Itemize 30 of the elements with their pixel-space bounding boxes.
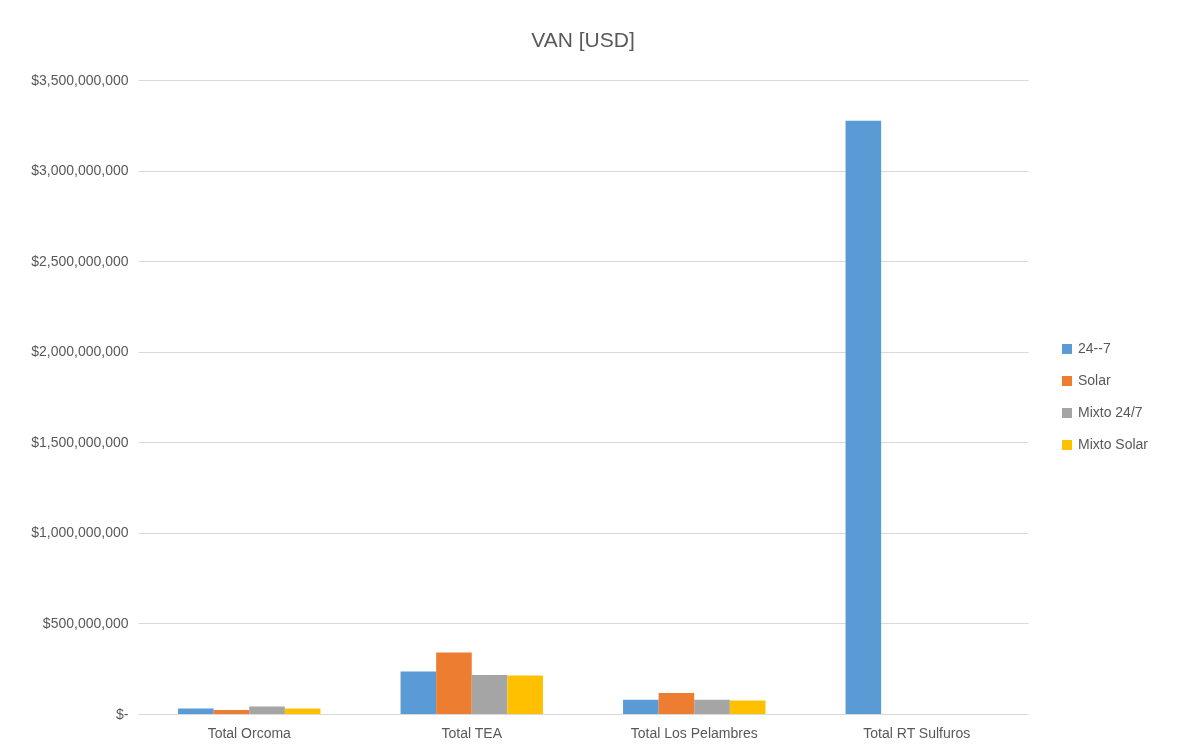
bar: [213, 710, 250, 714]
legend-label: Mixto 24/7: [1078, 404, 1143, 420]
bar: [694, 699, 730, 714]
y-tick-label: $3,500,000,000: [31, 71, 129, 88]
bar: [284, 708, 321, 714]
bar: [507, 675, 543, 714]
x-tick-label: Total RT Sulfuros: [863, 724, 971, 741]
legend-label: Solar: [1078, 372, 1112, 388]
y-tick-label: $1,500,000,000: [31, 433, 129, 450]
y-tick-label: $2,000,000,000: [31, 343, 129, 360]
y-tick-label: $2,500,000,000: [31, 252, 129, 269]
bar: [249, 706, 285, 714]
y-tick-label: $500,000,000: [42, 614, 129, 631]
x-tick-label: Total Los Pelambres: [630, 724, 758, 741]
chart-title: VAN [USD]: [531, 28, 635, 51]
x-tick-label: Total Orcoma: [207, 724, 292, 741]
x-tick-label: Total TEA: [441, 724, 503, 741]
bar: [178, 708, 214, 714]
bar: [400, 671, 437, 714]
bar: [729, 700, 766, 714]
legend-label: Mixto Solar: [1078, 436, 1149, 452]
bar: [436, 652, 472, 714]
bar: [471, 675, 508, 714]
bar: [658, 692, 695, 714]
bar: [845, 120, 882, 714]
y-tick-label: $1,000,000,000: [31, 524, 129, 541]
legend-label: 24--7: [1078, 340, 1111, 356]
y-tick-label: $-: [116, 705, 129, 722]
bar: [623, 699, 659, 714]
y-tick-label: $3,000,000,000: [31, 162, 129, 179]
